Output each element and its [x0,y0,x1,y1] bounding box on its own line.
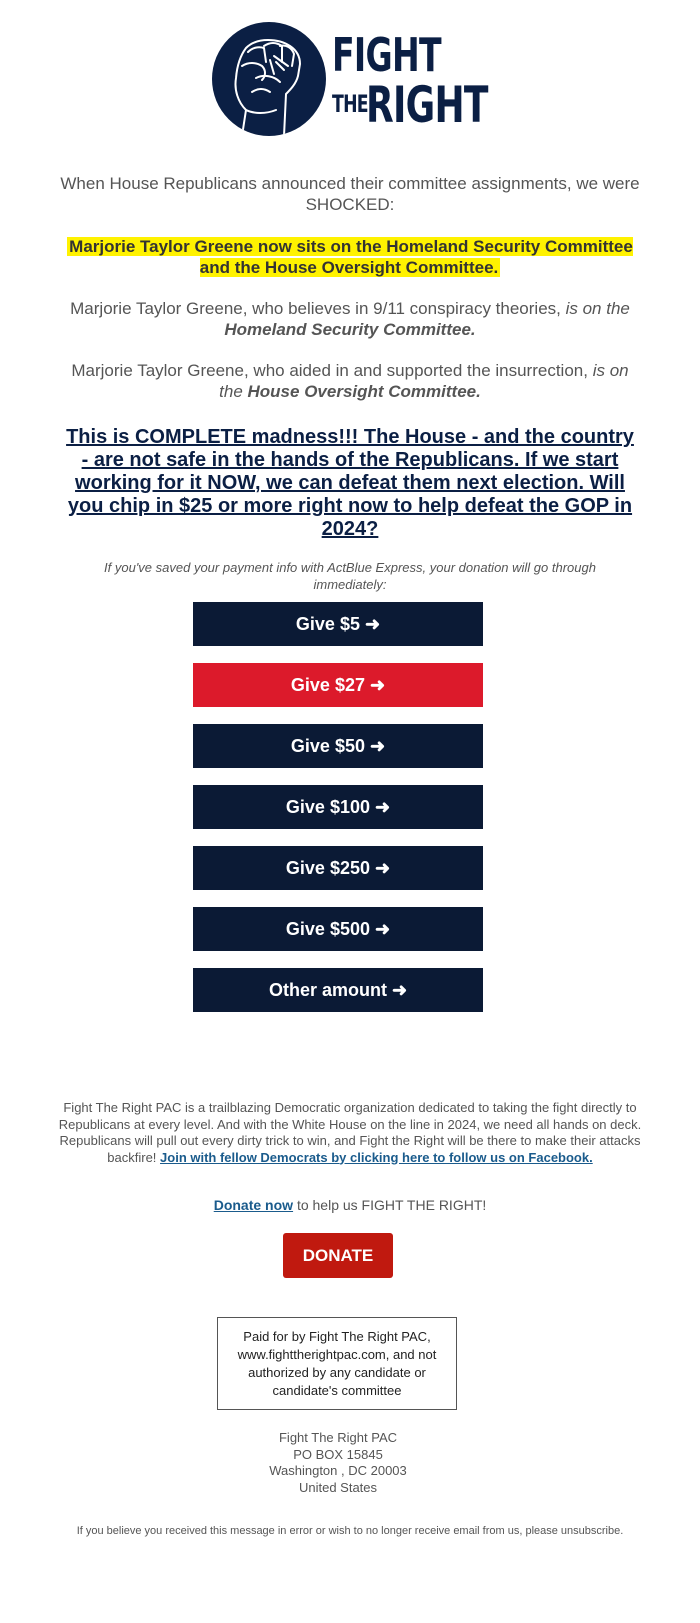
logo-line-right: RIGHT [366,76,488,134]
address-name: Fight The Right PAC [278,1430,397,1445]
give-50-button[interactable]: Give $50 ➜ [193,724,483,768]
para2-bold-italic: House Oversight Committee. [247,382,481,401]
intro-paragraph: When House Republicans announced their c… [60,174,640,214]
address-city: Washington , DC 20003 [269,1463,407,1478]
logo-line-fight: FIGHT [332,28,442,82]
donate-now-text: to help us FIGHT THE RIGHT! [293,1197,487,1213]
give-5-button[interactable]: Give $5 ➜ [193,602,483,646]
paid-for-disclaimer: Paid for by Fight The Right PAC, www.fig… [217,1317,457,1410]
raised-fist-icon [212,22,326,136]
other-amount-button[interactable]: Other amount ➜ [193,968,483,1012]
donate-now-link[interactable]: Donate now [213,1197,294,1213]
facebook-follow-link[interactable]: Join with fellow Democrats by clicking h… [160,1149,593,1165]
para2-text: Marjorie Taylor Greene, who aided in and… [71,361,593,380]
mailing-address: Fight The Right PAC PO BOX 15845 Washing… [200,1430,476,1496]
fight-the-right-logo: FIGHT THE RIGHT [212,22,488,138]
give-250-button[interactable]: Give $250 ➜ [193,846,483,890]
mtg-oversight-paragraph: Marjorie Taylor Greene, who aided in and… [60,360,640,402]
address-box: PO BOX 15845 [293,1446,383,1462]
highlight-paragraph: Marjorie Taylor Greene now sits on the H… [60,236,640,278]
about-text: Fight The Right PAC is a trailblazing De… [58,1100,642,1165]
para1-bold-italic: Homeland Security Committee. [224,320,476,339]
give-100-button[interactable]: Give $100 ➜ [193,785,483,829]
unsubscribe-footer[interactable]: If you believe you received this message… [76,1525,624,1537]
para1-italic: is on the [565,299,630,318]
para1-text: Marjorie Taylor Greene, who believes in … [70,299,566,318]
logo-line-the: THE [332,90,369,118]
give-27-button[interactable]: Give $27 ➜ [193,663,483,707]
mtg-homeland-paragraph: Marjorie Taylor Greene, who believes in … [60,298,640,340]
address-country: United States [298,1479,378,1495]
give-500-button[interactable]: Give $500 ➜ [193,907,483,951]
paid-for-text: Paid for by Fight The Right PAC, www.fig… [237,1328,437,1398]
highlighted-text: Marjorie Taylor Greene now sits on the H… [67,237,633,277]
headline-link[interactable]: This is COMPLETE madness!!! The House - … [66,426,634,540]
donate-now-line: Donate now to help us FIGHT THE RIGHT! [58,1197,642,1214]
donate-button[interactable]: DONATE [283,1233,393,1278]
about-paragraph: Fight The Right PAC is a trailblazing De… [58,1100,642,1166]
actblue-express-note: If you've saved your payment info with A… [104,560,596,592]
para2-italic: is on the [219,361,629,401]
